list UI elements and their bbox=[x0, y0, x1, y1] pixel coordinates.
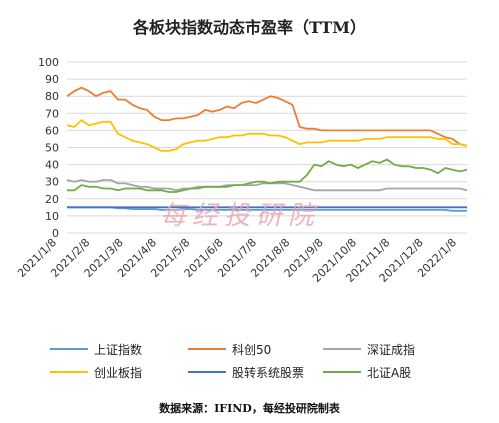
series-line-5 bbox=[67, 158, 468, 193]
source-note: 数据来源：IFIND，每经投研院制表 bbox=[159, 402, 340, 415]
chart-title: 各板块指数动态市盈率（TTM） bbox=[133, 18, 366, 37]
x-tick-labels: 2021/1/82021/2/82021/3/82021/4/82021/5/8… bbox=[15, 236, 459, 285]
legend-label: 深证成指 bbox=[367, 342, 415, 357]
y-tick-label: 50 bbox=[45, 142, 59, 155]
chart-svg: 0 10 20 30 40 50 60 70 80 90 100 2021/1/82021/2/82… bbox=[15, 56, 468, 380]
legend-label: 科创50 bbox=[232, 343, 271, 357]
y-tick-label: 30 bbox=[45, 176, 59, 189]
y-tick-label: 90 bbox=[45, 73, 59, 86]
y-tick-label: 80 bbox=[45, 90, 59, 103]
legend-label: 上证指数 bbox=[94, 342, 142, 357]
series-line-0 bbox=[67, 206, 467, 212]
y-tick-label: 10 bbox=[45, 210, 59, 223]
y-tick-label: 0 bbox=[52, 227, 59, 240]
legend-label: 北证A股 bbox=[367, 366, 411, 380]
series-line-3 bbox=[66, 119, 468, 152]
y-tick-label: 40 bbox=[45, 159, 59, 172]
legend-label: 股转系统股票 bbox=[232, 365, 304, 380]
series-lines bbox=[66, 86, 468, 212]
y-tick-label: 60 bbox=[45, 124, 59, 137]
legend-label: 创业板指 bbox=[94, 365, 142, 380]
y-tick-label: 70 bbox=[45, 107, 59, 120]
y-tick-label: 100 bbox=[38, 56, 59, 69]
watermark: 每经投研院 bbox=[160, 201, 321, 231]
series-line-1 bbox=[66, 86, 468, 147]
y-tick-label: 20 bbox=[45, 193, 59, 206]
y-tick-labels: 0 10 20 30 40 50 60 70 80 90 100 bbox=[38, 56, 59, 240]
